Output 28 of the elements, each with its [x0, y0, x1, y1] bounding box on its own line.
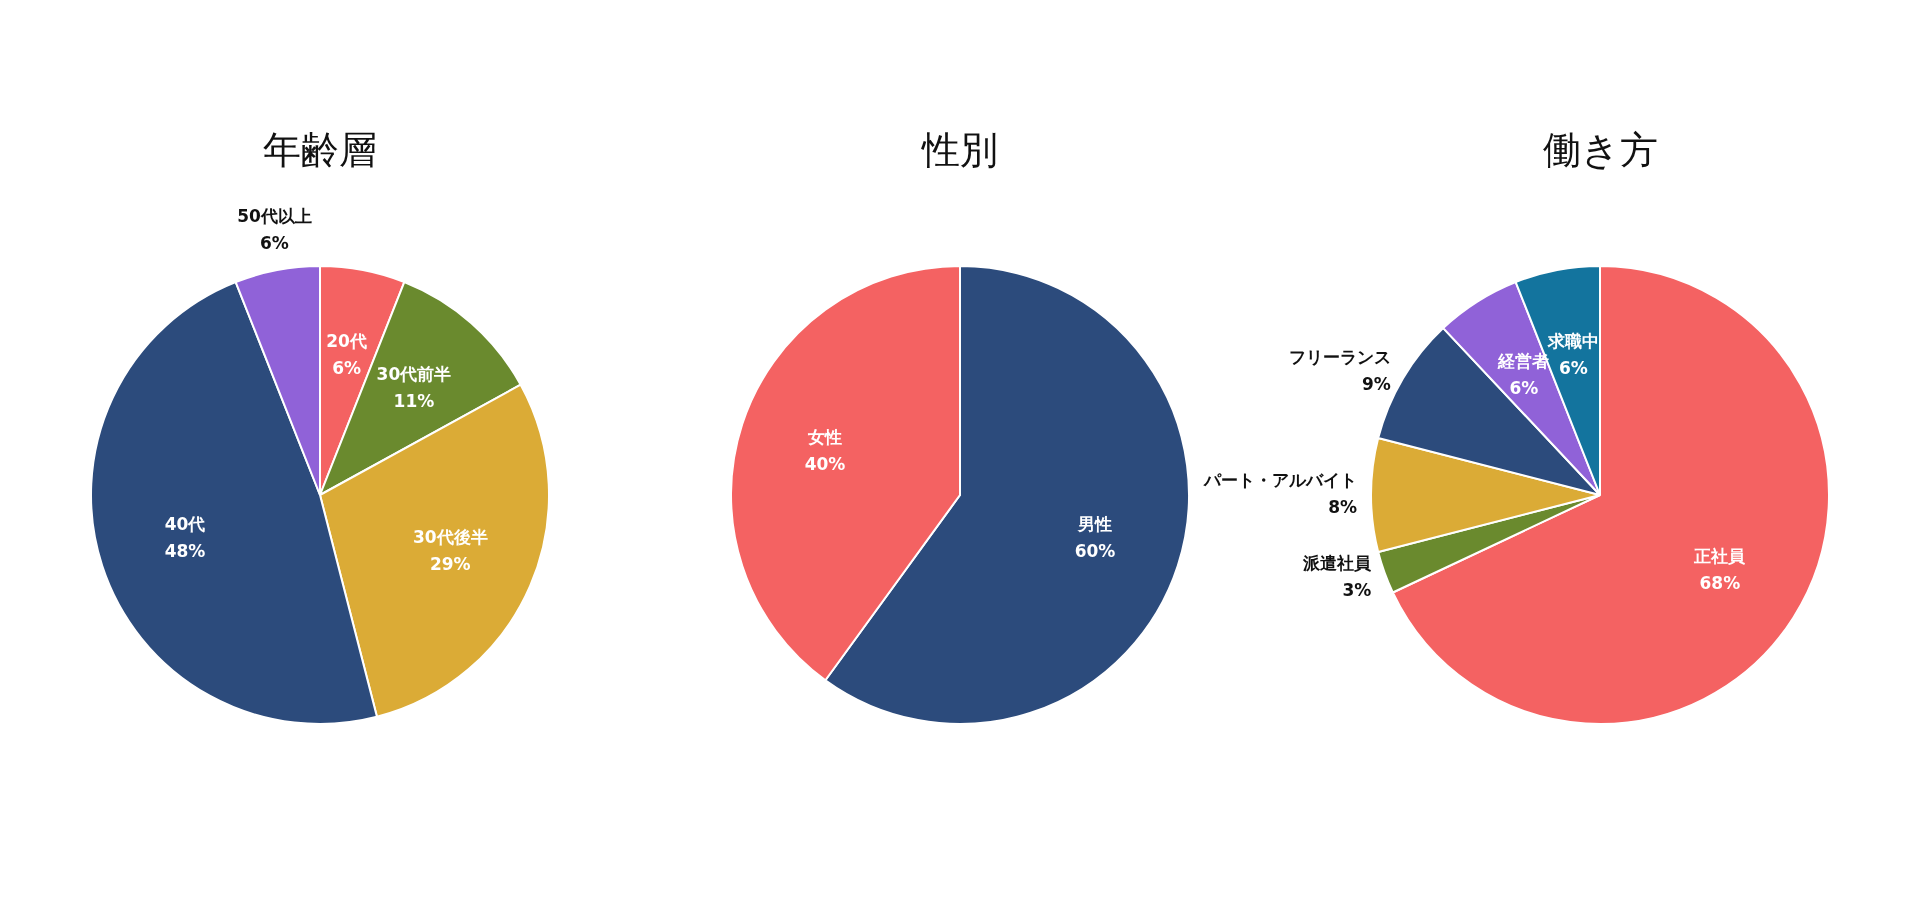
- slice-label: 正社員: [1693, 546, 1747, 567]
- slice-label: フリーランス: [1288, 346, 1391, 367]
- data-label: 68%: [1699, 573, 1741, 594]
- data-label: 9%: [1361, 373, 1391, 394]
- slice-label: 50代以上: [237, 205, 312, 226]
- slice-label: 20代: [326, 330, 367, 351]
- chart-title: 年齢層: [262, 127, 378, 174]
- slice-label: 30代後半: [412, 526, 488, 547]
- data-label: 8%: [1328, 497, 1357, 518]
- chart-title: 性別: [920, 127, 999, 174]
- data-label: 6%: [1509, 377, 1539, 398]
- slice-label: パート・アルバイト: [1203, 470, 1357, 491]
- data-label: 6%: [332, 357, 362, 378]
- data-label: 48%: [164, 541, 206, 562]
- slice-label: 30代前半: [376, 363, 452, 384]
- slice-label: 求職中: [1546, 330, 1599, 351]
- slice-label: 40代: [164, 514, 206, 535]
- slice-label: 派遣社員: [1302, 552, 1373, 573]
- slice-label: 男性: [1077, 514, 1113, 535]
- data-label: 29%: [429, 553, 471, 574]
- data-label: 60%: [1074, 541, 1116, 562]
- data-label: 40%: [804, 453, 846, 474]
- slice-label: 女性: [806, 426, 842, 447]
- data-label: 6%: [260, 232, 289, 253]
- data-label: 6%: [1558, 357, 1588, 378]
- data-label: 3%: [1342, 579, 1372, 600]
- chart-title: 働き方: [1541, 127, 1659, 174]
- data-label: 11%: [393, 390, 435, 411]
